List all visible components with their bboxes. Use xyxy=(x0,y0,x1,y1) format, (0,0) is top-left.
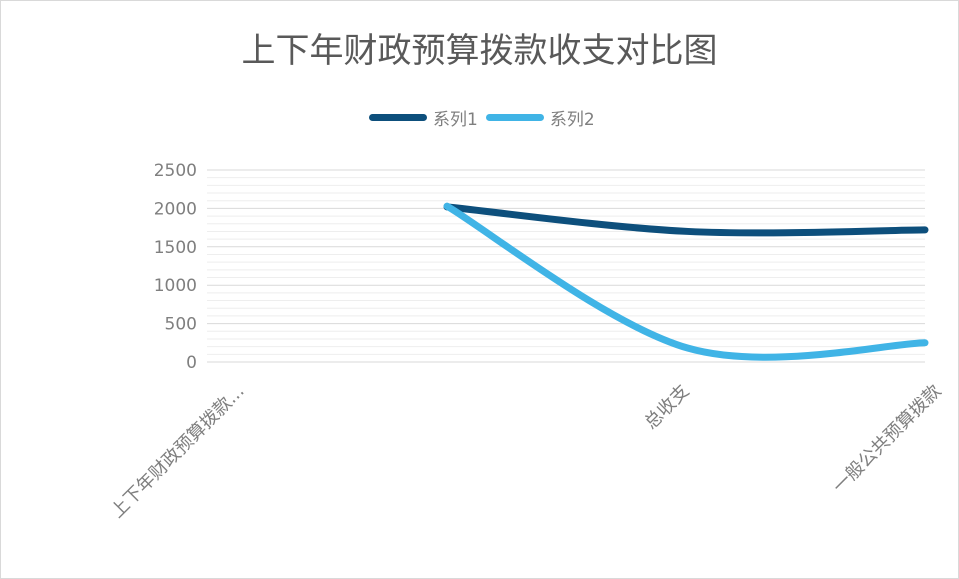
y-tick-label: 1500 xyxy=(154,238,197,258)
y-tick-label: 2000 xyxy=(154,199,197,219)
y-tick-label: 2500 xyxy=(154,161,197,181)
legend: 系列1 系列2 xyxy=(369,105,595,130)
y-tick-label: 1000 xyxy=(154,276,197,296)
series-line-2 xyxy=(443,202,929,361)
legend-swatch-series1 xyxy=(369,113,427,121)
legend-label-series1: 系列1 xyxy=(433,109,478,130)
x-tick-label: 一般公共预算拨款 xyxy=(829,381,946,498)
y-tick-label: 0 xyxy=(186,353,197,373)
chart-title: 上下年财政预算拨款收支对比图 xyxy=(241,31,718,71)
legend-swatch-series2 xyxy=(485,113,544,121)
x-tick-label: 上下年财政预算拨款... xyxy=(107,381,249,523)
legend-item-series2: 系列2 xyxy=(485,105,595,130)
legend-label-series2: 系列2 xyxy=(549,109,595,130)
legend-item-series1: 系列1 xyxy=(369,105,478,130)
series-line-1 xyxy=(443,203,929,237)
x-tick-label: 总收支 xyxy=(641,381,694,434)
y-tick-label: 500 xyxy=(165,315,197,335)
